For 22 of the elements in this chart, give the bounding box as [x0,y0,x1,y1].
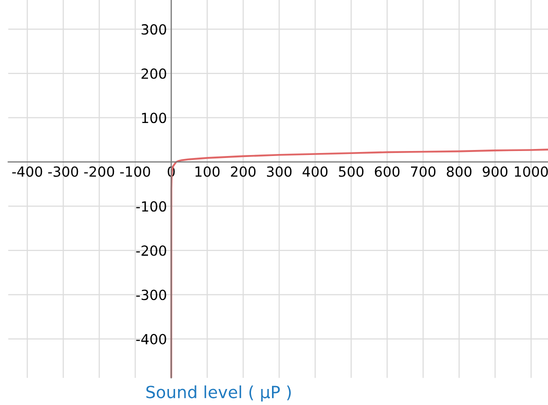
x-tick-label: -400 [12,166,42,177]
x-tick-label: 500 [338,166,364,177]
y-tick-label: 100 [142,112,166,124]
x-tick-label: 800 [446,166,472,177]
y-tick-label: -400 [136,334,166,344]
y-tick-label: 300 [142,24,166,35]
x-tick-label: 600 [374,166,400,177]
y-tick-label: 200 [142,68,166,79]
x-tick-label: 900 [482,166,508,177]
y-tick-label: -200 [136,245,166,256]
y-tick-label: -300 [136,290,166,300]
x-tick-label: -200 [84,166,114,177]
x-tick-label: 300 [266,166,292,177]
x-tick-label: 200 [230,166,256,177]
y-tick-label: -100 [136,201,166,212]
x-tick-label: -300 [48,166,78,177]
x-axis-title: Sound level ( μP ) [146,385,291,402]
x-tick-label: 400 [302,166,328,177]
x-tick-label: 1000 [514,166,548,177]
x-tick-label: -100 [120,166,150,177]
x-tick-label: 100 [195,166,220,177]
x-tick-label: 700 [411,166,436,177]
